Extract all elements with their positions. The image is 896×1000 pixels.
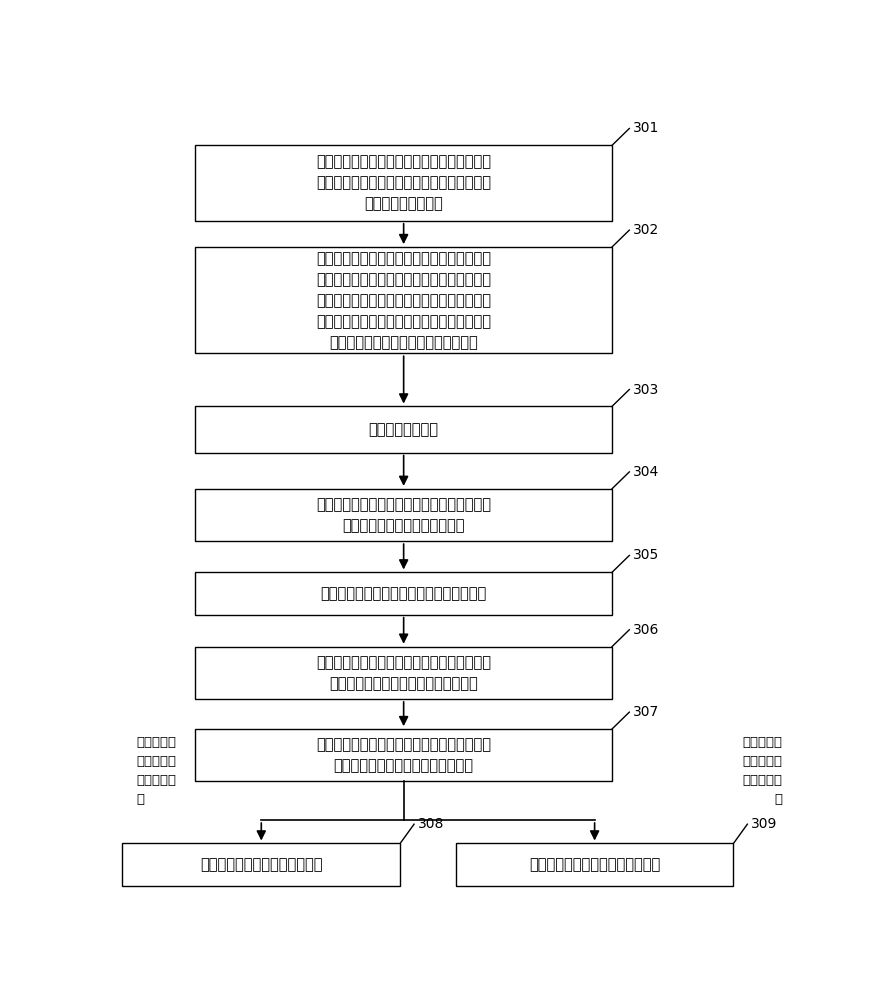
Bar [195, 729, 612, 781]
Text: 确定上述待识别用户为非正常用户: 确定上述待识别用户为非正常用户 [529, 857, 660, 872]
Text: 提取直播频道内待识别用户的行为特征信息: 提取直播频道内待识别用户的行为特征信息 [321, 586, 487, 601]
Text: 当上述特征
值处于第二
预设范围内
时: 当上述特征 值处于第二 预设范围内 时 [742, 736, 782, 806]
Bar [456, 843, 734, 886]
Text: 302: 302 [633, 223, 659, 237]
Bar [195, 247, 612, 353]
Text: 307: 307 [633, 705, 659, 719]
Text: 当上述特征
值处于第一
预设范围内
时: 当上述特征 值处于第一 预设范围内 时 [136, 736, 177, 806]
Text: 通过预设算法对所有分类引擎的输出值进行计
算，得到上述行为特征信息的特征值: 通过预设算法对所有分类引擎的输出值进行计 算，得到上述行为特征信息的特征值 [316, 737, 491, 773]
Text: 确定训练集合样本: 确定训练集合样本 [368, 422, 439, 437]
Text: 303: 303 [633, 383, 659, 397]
Text: 301: 301 [633, 121, 659, 135]
Bar [195, 145, 612, 221]
Text: 从未识别出用户类型的用户集合中抽取第三数
量的第三类用户，并根据第三类用户中每个用
户的行为特征信息与预先确定出的行为特征信
息的相似度，将该第三类用户划分成第: 从未识别出用户类型的用户集合中抽取第三数 量的第三类用户，并根据第三类用户中每个… [316, 251, 491, 350]
Bar [195, 406, 612, 453]
Text: 306: 306 [633, 623, 659, 637]
Text: 通过预设监督学习工具对上述训练样本集合进
行学习，得到至少一个分类引擎: 通过预设监督学习工具对上述训练样本集合进 行学习，得到至少一个分类引擎 [316, 497, 491, 533]
Bar [195, 489, 612, 541]
Bar [195, 647, 612, 699]
Text: 305: 305 [633, 548, 659, 562]
Text: 从正常用户的用户集合中抽取第一数量的第一
类用户，并从非正常用户的用户集合中抽取第
二数量的第二类用户: 从正常用户的用户集合中抽取第一数量的第一 类用户，并从非正常用户的用户集合中抽取… [316, 155, 491, 212]
Text: 将上述行为特征信息作为上述至少一个分类引
擎的输入，得到每个分类引擎的输出值: 将上述行为特征信息作为上述至少一个分类引 擎的输入，得到每个分类引擎的输出值 [316, 655, 491, 691]
Text: 308: 308 [418, 817, 444, 831]
Bar [123, 843, 401, 886]
Text: 确定上述待识别用户为正常用户: 确定上述待识别用户为正常用户 [200, 857, 323, 872]
Text: 309: 309 [751, 817, 777, 831]
Bar [195, 572, 612, 615]
Text: 304: 304 [633, 465, 659, 479]
